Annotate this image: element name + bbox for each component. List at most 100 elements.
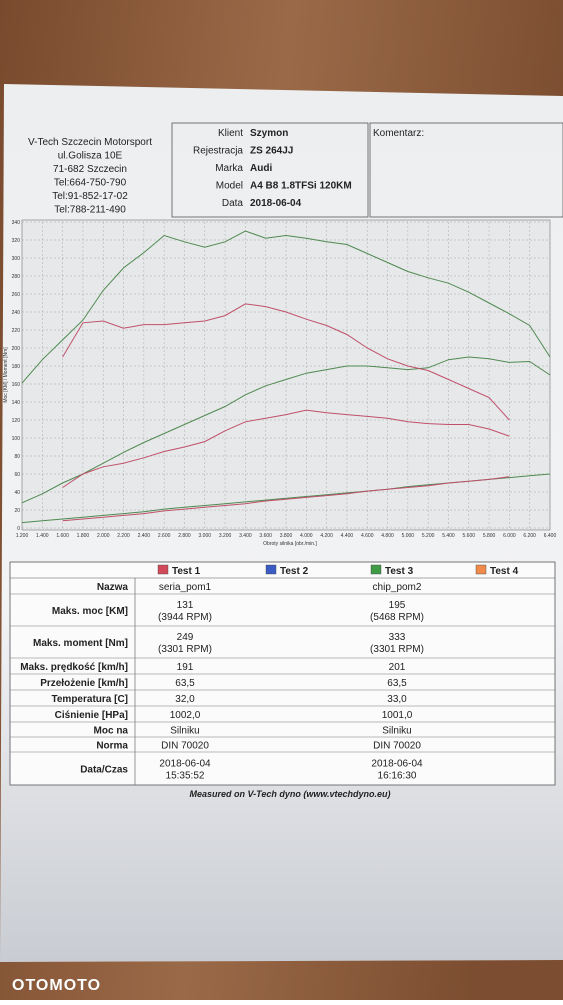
field-value: Audi — [250, 163, 272, 174]
cell-text: Silniku — [170, 726, 199, 737]
cell-text: 1001,0 — [382, 710, 413, 721]
company-line: Tel:91-852-17-02 — [52, 191, 128, 202]
y-tick-label: 40 — [14, 490, 20, 496]
cell-text: DIN 70020 — [161, 741, 209, 752]
company-line: V-Tech Szczecin Motorsport — [28, 137, 152, 148]
legend-swatch — [157, 564, 169, 575]
y-tick-label: 120 — [12, 418, 21, 424]
y-tick-label: 260 — [12, 292, 21, 298]
y-tick-label: 140 — [12, 400, 21, 406]
vehicle-box — [171, 122, 369, 218]
company-line: 71-682 Szczecin — [53, 164, 127, 175]
row-label: Norma — [96, 741, 128, 752]
legend-swatch — [370, 564, 382, 575]
field-label: Model — [216, 181, 243, 192]
row-label: Maks. prędkość [km/h] — [20, 662, 128, 673]
legend-label: Test 1 — [172, 566, 201, 577]
cell-text: (3301 RPM) — [370, 644, 424, 655]
x-tick-label: 3.600 — [259, 533, 272, 539]
field-label: Marka — [215, 163, 243, 174]
x-tick-label: 1.800 — [77, 533, 90, 539]
cell-text: 201 — [389, 662, 406, 673]
x-tick-label: 2.600 — [158, 533, 171, 539]
dyno-curve — [62, 409, 510, 488]
row-label: Maks. moc [KM] — [52, 606, 128, 617]
comment-box — [369, 122, 563, 218]
x-tick-label: 4.200 — [320, 533, 333, 539]
cell-text: 195 — [389, 600, 406, 611]
field-label: Rejestracja — [193, 146, 243, 157]
legend-label: Test 3 — [385, 566, 414, 577]
cell-text: 63,5 — [387, 678, 407, 689]
y-tick-label: 80 — [14, 454, 20, 460]
y-tick-label: 280 — [12, 274, 21, 280]
company-line: ul.Golisza 10E — [58, 151, 123, 162]
cell-text: (5468 RPM) — [370, 612, 424, 623]
x-tick-label: 2.200 — [117, 533, 130, 539]
row-label: Temperatura [C] — [52, 694, 129, 705]
x-tick-label: 5.600 — [463, 533, 476, 539]
footer-note: Measured on V-Tech dyno (www.vtechdyno.e… — [189, 789, 390, 799]
x-tick-label: 6.000 — [503, 533, 516, 539]
legend-swatch — [475, 564, 487, 575]
dyno-curve — [62, 303, 510, 421]
row-label: Ciśnienie [HPa] — [55, 710, 128, 721]
row-label: Maks. moment [Nm] — [33, 638, 128, 649]
y-tick-label: 300 — [12, 256, 21, 262]
field-label: Klient — [218, 128, 243, 139]
x-tick-label: 6.200 — [523, 533, 536, 539]
cell-text: (3944 RPM) — [158, 612, 212, 623]
cell-text: 63,5 — [175, 678, 195, 689]
x-tick-label: 2.000 — [97, 533, 110, 539]
x-tick-label: 5.000 — [402, 533, 415, 539]
row-label: Przełożenie [km/h] — [40, 678, 128, 689]
x-tick-label: 4.400 — [341, 533, 354, 539]
cell-text: DIN 70020 — [373, 741, 421, 752]
legend-label: Test 4 — [490, 566, 519, 577]
x-tick-label: 4.000 — [300, 533, 313, 539]
row-label: Nazwa — [97, 582, 129, 593]
cell-text: 2018-06-04 — [159, 759, 211, 770]
dyno-curve — [21, 230, 551, 384]
results-table — [9, 561, 556, 786]
cell-text: (3301 RPM) — [158, 644, 212, 655]
field-value: Szymon — [250, 128, 288, 139]
cell-text: seria_pom1 — [159, 582, 212, 593]
x-tick-label: 3.800 — [280, 533, 293, 539]
watermark: OTOMOTO — [12, 977, 101, 994]
y-tick-label: 340 — [12, 220, 21, 226]
x-tick-label: 3.400 — [239, 533, 252, 539]
x-tick-label: 2.400 — [138, 533, 151, 539]
legend-label: Test 2 — [280, 566, 309, 577]
cell-text: Silniku — [382, 726, 411, 737]
row-label: Moc na — [94, 726, 129, 737]
cell-text: 333 — [389, 632, 406, 643]
y-tick-label: 220 — [12, 328, 21, 334]
dyno-curve — [62, 476, 510, 522]
field-label: Data — [222, 198, 244, 209]
cell-text: 16:16:30 — [378, 771, 417, 782]
cell-text: 2018-06-04 — [371, 759, 423, 770]
x-tick-label: 4.800 — [381, 533, 394, 539]
x-tick-label: 1.200 — [16, 533, 29, 539]
y-tick-label: 200 — [12, 346, 21, 352]
comment-label: Komentarz: — [373, 128, 424, 139]
x-tick-label: 6.400 — [544, 533, 557, 539]
y-tick-label: 100 — [12, 436, 21, 442]
company-line: Tel:788-211-490 — [54, 205, 126, 216]
x-tick-label: 3.000 — [199, 533, 212, 539]
x-tick-label: 1.600 — [56, 533, 69, 539]
x-tick-label: 5.800 — [483, 533, 496, 539]
y-tick-label: 60 — [14, 472, 20, 478]
cell-text: 131 — [177, 600, 194, 611]
y-tick-label: 180 — [12, 364, 21, 370]
x-tick-label: 5.200 — [422, 533, 435, 539]
dyno-curve — [21, 356, 551, 504]
x-tick-label: 1.400 — [36, 533, 49, 539]
x-tick-label: 5.400 — [442, 533, 455, 539]
x-axis-label: Obroty silnika [obr./min.] — [263, 541, 317, 547]
y-tick-label: 20 — [14, 508, 20, 514]
field-value: ZS 264JJ — [250, 146, 293, 157]
y-tick-label: 0 — [17, 526, 20, 532]
